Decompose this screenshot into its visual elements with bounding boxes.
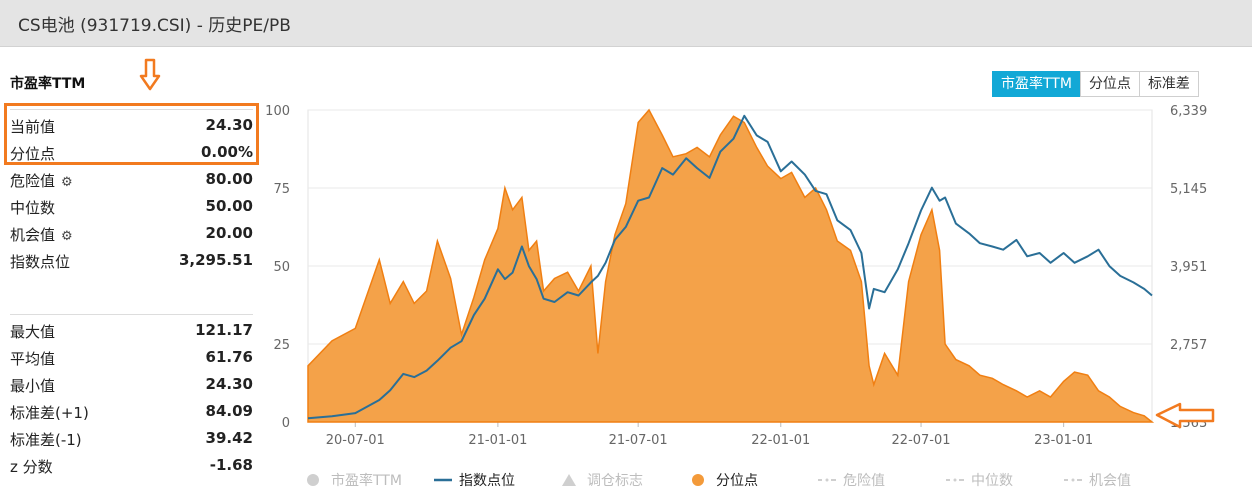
stat-value: 80.00: [205, 170, 253, 188]
stat-value: 24.30: [205, 116, 253, 134]
y-right-tick-label: 3,951: [1170, 260, 1207, 275]
stat-label: 分位点: [10, 145, 56, 163]
stat-row-top: 中位数 50.00: [10, 194, 253, 220]
stat-row-bottom: 最大值 121.17: [10, 318, 253, 344]
legend-item[interactable]: 指数点位: [433, 470, 515, 490]
stat-row-bottom: z 分数 -1.68: [10, 453, 253, 479]
stat-label: 平均值: [10, 350, 56, 368]
y-right-tick-label: 5,145: [1170, 182, 1207, 197]
stat-label: z 分数: [10, 458, 53, 476]
legend-circle-icon: [692, 474, 704, 486]
x-tick-label: 21-01-01: [468, 433, 527, 448]
legend-line-icon: [434, 478, 452, 482]
metric-toggle: 市盈率TTM 分位点 标准差: [992, 71, 1199, 97]
stat-row-top: 当前值 24.30: [10, 113, 253, 139]
legend-label: 机会值: [1089, 473, 1131, 489]
y-left-tick-label: 100: [265, 104, 290, 119]
legend-label: 中位数: [971, 473, 1013, 489]
stat-value: 121.17: [195, 321, 253, 339]
stat-label: 指数点位: [10, 253, 71, 271]
settings-gear-icon[interactable]: ⚙: [61, 175, 73, 190]
legend-circle-icon: [307, 474, 319, 486]
legend-triangle-icon: [562, 474, 576, 486]
metric-tab-button[interactable]: 标准差: [1138, 71, 1199, 97]
stat-label: 最大值: [10, 323, 56, 341]
stat-row-top: 分位点 0.00%: [10, 140, 253, 166]
panel-heading: 市盈率TTM: [10, 76, 86, 92]
legend-item[interactable]: 调仓标志: [561, 470, 643, 490]
x-tick-label: 22-01-01: [751, 433, 810, 448]
arrow-left-icon: [1155, 402, 1215, 429]
legend-item[interactable]: 危险值: [817, 470, 885, 490]
legend-dash-icon: [1064, 478, 1082, 482]
metric-tab-button[interactable]: 分位点: [1079, 71, 1140, 97]
y-left-tick-label: 75: [273, 182, 290, 197]
title-bar: CS电池 (931719.CSI) - 历史PE/PB: [0, 0, 1252, 47]
x-tick-label: 21-07-01: [609, 433, 668, 448]
divider: [10, 314, 253, 315]
percentile-area-series: [307, 108, 1155, 423]
y-left-tick-label: 25: [273, 338, 290, 353]
legend-label: 危险值: [843, 473, 885, 489]
index-level-line-series: [307, 114, 1153, 420]
stat-value: 50.00: [205, 197, 253, 215]
legend-item[interactable]: 分位点: [690, 470, 758, 490]
stat-label: 标准差(-1): [10, 431, 82, 449]
y-left-tick-label: 0: [282, 416, 290, 431]
stat-value: 20.00: [205, 224, 253, 242]
stat-row-bottom: 标准差(+1) 84.09: [10, 399, 253, 425]
legend-item[interactable]: 机会值: [1063, 470, 1131, 490]
stat-label: 当前值: [10, 118, 56, 136]
legend-label: 调仓标志: [587, 473, 643, 489]
legend-item[interactable]: 市盈率TTM: [305, 470, 402, 490]
stat-row-bottom: 标准差(-1) 39.42: [10, 426, 253, 452]
legend-item[interactable]: 中位数: [945, 470, 1013, 490]
stat-value: 0.00%: [200, 143, 253, 161]
x-tick-label: 23-01-01: [1034, 433, 1093, 448]
arrow-down-icon: [139, 58, 161, 91]
legend-label: 指数点位: [459, 473, 515, 489]
x-tick-label: 22-07-01: [892, 433, 951, 448]
current-value-highlight: [4, 103, 259, 165]
stat-value: 3,295.51: [178, 251, 253, 269]
stat-row-bottom: 平均值 61.76: [10, 345, 253, 371]
legend-label: 分位点: [716, 473, 758, 489]
stat-value: 84.09: [205, 402, 253, 420]
legend-dash-icon: [818, 478, 836, 482]
stat-row-top: 机会值 ⚙ 20.00: [10, 221, 253, 247]
divider: [10, 109, 253, 110]
settings-gear-icon[interactable]: ⚙: [61, 229, 73, 244]
stat-value: 61.76: [205, 348, 253, 366]
stat-label: 最小值: [10, 377, 56, 395]
stat-row-top: 危险值 ⚙ 80.00: [10, 167, 253, 193]
x-tick-label: 20-07-01: [326, 433, 385, 448]
stat-row-top: 指数点位 3,295.51: [10, 248, 253, 274]
window-title: CS电池 (931719.CSI) - 历史PE/PB: [18, 16, 291, 36]
y-left-tick-label: 50: [273, 260, 290, 275]
y-right-tick-label: 2,757: [1170, 338, 1207, 353]
stat-value: -1.68: [209, 456, 253, 474]
legend-dash-icon: [946, 478, 964, 482]
y-right-tick-label: 6,339: [1170, 104, 1207, 119]
stat-value: 39.42: [205, 429, 253, 447]
stat-label: 标准差(+1): [10, 404, 89, 422]
stat-label: 机会值 ⚙: [10, 226, 73, 244]
stat-row-bottom: 最小值 24.30: [10, 372, 253, 398]
stat-label: 中位数: [10, 199, 56, 217]
stat-label: 危险值 ⚙: [10, 172, 73, 190]
stat-value: 24.30: [205, 375, 253, 393]
legend-label: 市盈率TTM: [331, 473, 402, 489]
